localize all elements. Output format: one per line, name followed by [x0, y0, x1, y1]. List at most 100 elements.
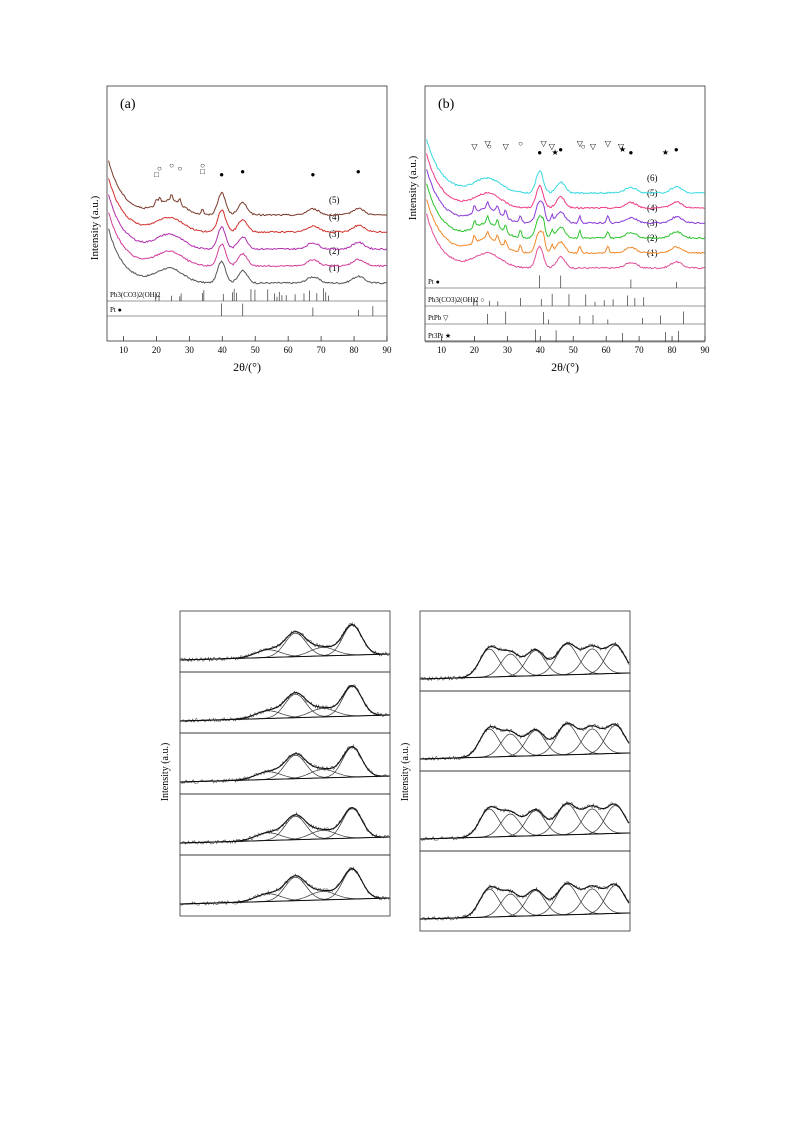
series-line	[426, 213, 705, 270]
x-tick-label: 20	[470, 345, 480, 355]
xps-subpanel	[179, 854, 391, 917]
peak-marker: ▽	[605, 139, 612, 148]
fit-component	[419, 733, 628, 760]
series-line	[108, 178, 387, 234]
x-tick-label: 90	[383, 345, 393, 355]
fit-component	[419, 890, 628, 920]
plot-frame	[424, 85, 706, 342]
peak-marker: ●	[674, 145, 679, 154]
peak-marker: ○	[157, 164, 162, 173]
peak-marker: ○	[581, 142, 586, 151]
series-line	[108, 160, 387, 217]
baseline	[419, 832, 631, 840]
peak-marker: ▽	[503, 142, 510, 151]
x-tick-label: 10	[437, 345, 447, 355]
xps-subpanel	[179, 732, 391, 795]
x-tick-label: 80	[350, 345, 360, 355]
x-tick-label: 50	[251, 345, 261, 355]
x-tick-label: 50	[569, 345, 579, 355]
fit-component	[419, 810, 628, 840]
y-axis-label: Intensity (a.u.)	[160, 743, 171, 802]
panel-label: (b)	[438, 97, 455, 112]
fit-component	[419, 650, 628, 680]
reference-label: Pb3(CO3)2(OH)2	[110, 291, 161, 299]
peak-marker: ○	[487, 142, 492, 151]
fit-component	[419, 653, 628, 680]
x-tick-label: 90	[701, 345, 711, 355]
series-line	[426, 199, 705, 255]
x-axis-label: 2θ/(°)	[551, 360, 579, 374]
reference-label: Pt ●	[110, 306, 122, 314]
series-label: (5)	[329, 195, 340, 205]
series-line	[108, 228, 387, 285]
baseline	[179, 775, 391, 783]
series-line	[426, 139, 705, 195]
xps-subpanel	[179, 793, 391, 856]
peak-marker: ○	[169, 161, 174, 170]
peak-marker: ●	[356, 167, 361, 176]
peak-marker: ○	[200, 161, 205, 170]
peak-marker: ●	[628, 148, 633, 157]
xps-chart-left: Intensity (a.u.)	[160, 610, 391, 917]
baseline	[419, 752, 631, 760]
fit-component	[179, 632, 388, 661]
reference-label: Pt3Pt ★	[428, 332, 451, 340]
fit-component	[179, 693, 388, 722]
peak-marker: ▽	[549, 142, 556, 151]
series-label: (1)	[329, 263, 340, 273]
xrd-chart-b: (b) (1)(2)(3)(4)(5)(6) ● ● ● ●▽ ▽ ▽ ▽ ▽ ▽ ▽ ▽ ▽★ ★ ★○…	[407, 85, 711, 374]
peak-marker: ▽	[618, 142, 625, 151]
peak-marker: ○	[518, 139, 523, 148]
fit-component	[419, 893, 628, 920]
fit-component	[179, 815, 388, 844]
peak-marker: □	[200, 167, 205, 176]
peak-marker: ▽	[590, 142, 597, 151]
peak-marker: ▽	[541, 139, 548, 148]
baseline	[419, 672, 631, 680]
series-label: (2)	[329, 246, 340, 256]
peak-marker: ▽	[485, 139, 492, 148]
fit-component	[179, 754, 388, 783]
series-line	[426, 169, 705, 225]
plot-frame	[106, 85, 388, 342]
x-tick-label: 40	[536, 345, 546, 355]
series-line	[108, 194, 387, 251]
baseline	[179, 653, 391, 661]
peak-marker: ▽	[471, 142, 478, 151]
x-tick-label: 70	[317, 345, 327, 355]
baseline	[179, 897, 391, 905]
xps-subpanel	[179, 610, 391, 673]
baseline	[419, 912, 631, 920]
reference-label: Pt ●	[428, 278, 440, 286]
x-tick-label: 20	[152, 345, 162, 355]
x-tick-label: 40	[218, 345, 228, 355]
x-tick-label: 60	[602, 345, 612, 355]
peak-marker: ●	[240, 167, 245, 176]
peak-marker: ●	[310, 170, 315, 179]
x-tick-label: 80	[668, 345, 678, 355]
y-axis-label: Intensity (a.u.)	[89, 195, 101, 260]
peak-marker: ▽	[577, 139, 584, 148]
fit-component	[179, 876, 388, 905]
fit-component	[419, 730, 628, 760]
peak-marker: ★	[662, 148, 669, 157]
baseline	[179, 836, 391, 844]
x-axis-label: 2θ/(°)	[233, 360, 261, 374]
y-axis-label: Intensity (a.u.)	[400, 743, 411, 802]
y-axis-label: Intensity (a.u.)	[407, 155, 419, 220]
x-tick-label: 30	[185, 345, 195, 355]
raw-spectrum	[179, 621, 390, 663]
series-label: (4)	[329, 212, 340, 222]
series-line	[108, 212, 387, 268]
reference-label: Pb3(CO3)2(OH)2 ○	[428, 296, 485, 304]
peak-marker: ●	[537, 148, 542, 157]
fit-component	[419, 813, 628, 840]
xps-subpanel	[419, 770, 631, 852]
xps-subpanel	[419, 850, 631, 932]
x-tick-label: 10	[119, 345, 128, 355]
peak-marker: ○	[177, 164, 182, 173]
panel-label: (a)	[120, 97, 136, 112]
reference-label: PtPb ▽	[428, 314, 449, 322]
series-label: (6)	[647, 173, 658, 183]
baseline	[179, 714, 391, 722]
